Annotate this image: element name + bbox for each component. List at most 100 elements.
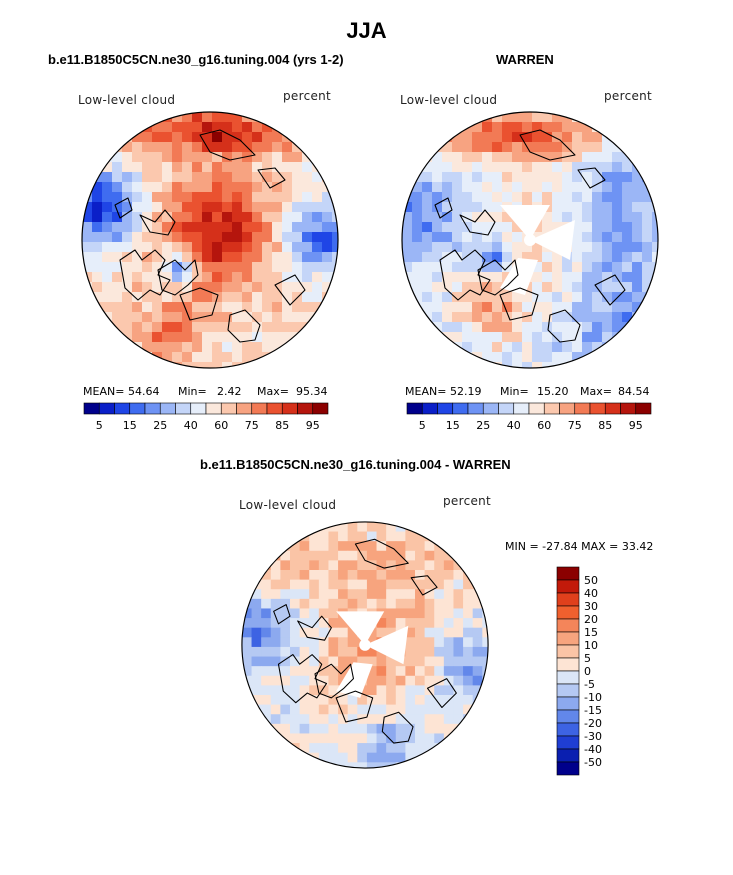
map-cell xyxy=(212,162,223,173)
map-cell xyxy=(322,252,333,263)
map-cell xyxy=(482,362,493,368)
map-cell xyxy=(309,627,320,638)
map-cell xyxy=(366,704,378,715)
map-cell xyxy=(463,608,474,619)
map-cell xyxy=(424,675,435,686)
map-cell xyxy=(622,252,633,263)
map-cell xyxy=(252,232,263,243)
map-cell xyxy=(92,192,103,203)
map-cell xyxy=(132,282,143,293)
map-cell xyxy=(251,666,262,677)
map-cell xyxy=(202,172,213,183)
map-cell xyxy=(443,627,454,638)
map-cell xyxy=(242,152,253,163)
map-cell xyxy=(376,541,387,552)
map-cell xyxy=(376,560,387,571)
map-cell xyxy=(502,222,513,233)
map-cell xyxy=(122,202,133,213)
map-cell xyxy=(318,695,329,706)
map-cell xyxy=(472,627,483,638)
map-cell xyxy=(347,627,358,638)
map-cell xyxy=(282,162,293,173)
map-cell xyxy=(172,162,183,173)
map-cell xyxy=(452,332,463,343)
map-cell xyxy=(338,743,349,754)
map-cell xyxy=(270,589,281,600)
map-cell xyxy=(424,637,435,648)
map-cell xyxy=(405,541,416,552)
map-cell xyxy=(462,212,473,223)
map-cell xyxy=(182,172,193,183)
map-cell xyxy=(512,152,523,163)
map-cell xyxy=(318,570,329,581)
map-cell xyxy=(432,322,443,333)
colorbar-tick-label: 10 xyxy=(584,639,598,652)
map-cell xyxy=(592,302,603,313)
map-cell xyxy=(443,618,454,629)
map-cell xyxy=(395,675,406,686)
map-cell xyxy=(112,222,123,233)
map-cell xyxy=(592,222,603,233)
map-cell xyxy=(222,262,233,273)
colorbar-tick-label: 5 xyxy=(96,419,103,432)
map-cell xyxy=(152,112,163,123)
colorbar-tick-label: 95 xyxy=(629,419,643,432)
map-cell xyxy=(212,352,223,363)
map-cell xyxy=(482,627,489,638)
map-cell xyxy=(482,182,493,193)
map-cell xyxy=(132,222,143,233)
map-cell xyxy=(232,292,243,303)
map-cell xyxy=(322,262,333,273)
map-cell xyxy=(232,242,243,253)
map-cell xyxy=(532,162,543,173)
map-cell xyxy=(152,312,163,323)
coastline xyxy=(273,604,291,625)
map-cell xyxy=(592,142,603,153)
map-cell xyxy=(112,172,123,183)
map-cell xyxy=(261,560,272,571)
map-cell xyxy=(290,637,301,648)
map-cell xyxy=(532,182,543,193)
map-cell xyxy=(552,342,563,353)
map-cell xyxy=(376,521,387,533)
map-cell xyxy=(472,182,483,193)
map-cell xyxy=(602,342,613,353)
map-cell xyxy=(452,282,463,293)
map-cell xyxy=(366,570,378,581)
map-cell xyxy=(328,695,339,706)
map-cell xyxy=(562,212,573,223)
map-cell xyxy=(632,212,643,223)
map-cell xyxy=(386,675,397,686)
map-cell xyxy=(632,302,643,313)
map-cell xyxy=(232,182,243,193)
map-cell xyxy=(328,714,339,725)
map-cell xyxy=(452,142,463,153)
map-cell xyxy=(292,172,303,183)
map-cell xyxy=(592,202,603,213)
map-cell xyxy=(432,152,443,163)
map-cell xyxy=(112,292,123,303)
map-cell xyxy=(412,262,423,273)
map-cell xyxy=(162,352,173,363)
map-cell xyxy=(442,172,453,183)
map-cell xyxy=(472,202,483,213)
map-cell xyxy=(222,302,233,313)
map-cell xyxy=(432,202,443,213)
map-cell xyxy=(562,192,573,203)
map-cell xyxy=(272,342,283,353)
panel2-colorbar: 5 15 25 40 60 75 85 95 xyxy=(406,402,652,432)
map-cell xyxy=(142,322,153,333)
map-cell xyxy=(172,132,183,143)
map-cell xyxy=(272,132,283,143)
map-cell xyxy=(415,579,426,590)
map-cell xyxy=(252,202,263,213)
map-cell xyxy=(142,162,153,173)
map-cell xyxy=(522,112,533,123)
map-cell xyxy=(222,252,233,263)
map-cell xyxy=(572,292,583,303)
map-boundary-circle xyxy=(401,111,659,369)
map-cell xyxy=(132,252,143,263)
map-cell xyxy=(482,242,493,253)
coastline xyxy=(519,129,576,161)
map-cell xyxy=(552,292,563,303)
